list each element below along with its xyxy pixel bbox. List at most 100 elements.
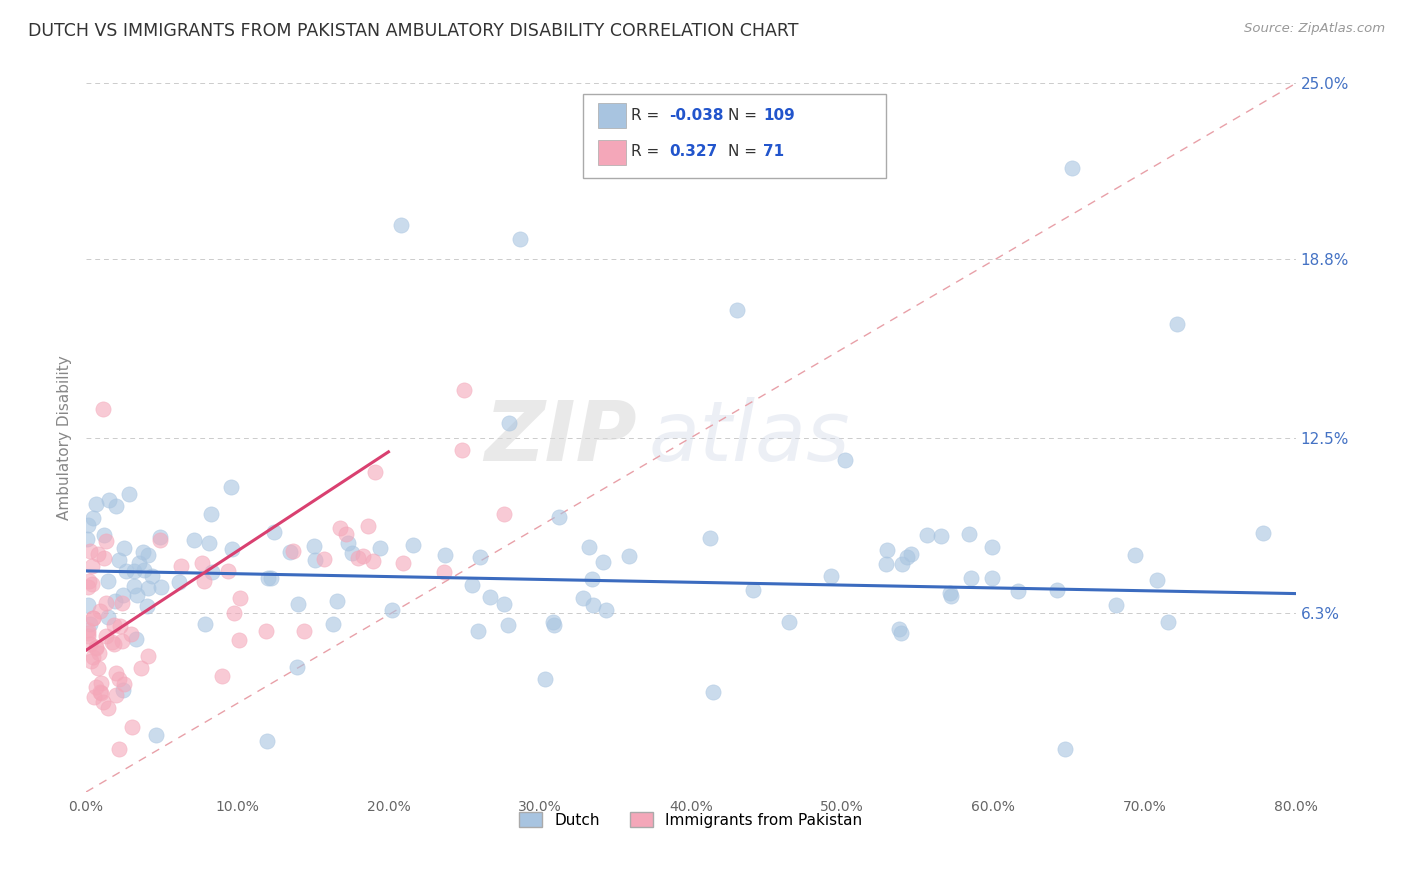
Point <box>111 633 134 648</box>
Point <box>548 510 571 524</box>
Point <box>200 507 222 521</box>
Point <box>1053 742 1076 756</box>
Point <box>890 625 912 640</box>
Point <box>498 417 520 431</box>
Y-axis label: Ambulatory Disability: Ambulatory Disability <box>58 355 72 520</box>
Point <box>960 571 983 585</box>
Point <box>76 629 98 643</box>
Point <box>97 493 120 508</box>
Point <box>699 531 721 545</box>
Point <box>93 550 115 565</box>
Point <box>254 624 277 639</box>
Point <box>1157 615 1180 630</box>
Point <box>402 538 425 552</box>
Point <box>149 530 172 544</box>
Point <box>364 465 387 479</box>
Point <box>875 557 897 571</box>
Text: R =: R = <box>631 145 659 159</box>
Text: N =: N = <box>728 145 758 159</box>
Point <box>89 604 111 618</box>
Point <box>101 635 124 649</box>
Point <box>357 518 380 533</box>
Point <box>929 529 952 543</box>
Point <box>217 564 239 578</box>
Point <box>112 677 135 691</box>
Point <box>138 581 160 595</box>
Point <box>131 661 153 675</box>
Point <box>77 517 100 532</box>
Point <box>312 552 335 566</box>
Point <box>120 626 142 640</box>
Point <box>97 701 120 715</box>
Point <box>89 685 111 699</box>
Point <box>84 497 107 511</box>
Point <box>107 672 129 686</box>
Point <box>198 536 221 550</box>
Point <box>221 542 243 557</box>
Point <box>578 540 600 554</box>
Point <box>304 539 326 553</box>
Point <box>104 594 127 608</box>
Point <box>478 591 501 605</box>
Point <box>453 383 475 397</box>
Point <box>111 596 134 610</box>
Point <box>939 585 962 599</box>
Point <box>93 527 115 541</box>
Point <box>84 640 107 655</box>
Point <box>82 511 104 525</box>
Point <box>125 588 148 602</box>
Point <box>256 734 278 748</box>
Point <box>287 597 309 611</box>
Point <box>981 571 1004 585</box>
Point <box>121 720 143 734</box>
Point <box>136 549 159 563</box>
Point <box>80 577 103 591</box>
Point <box>368 541 391 555</box>
Point <box>392 557 415 571</box>
Point <box>363 554 385 568</box>
Point <box>340 546 363 560</box>
Point <box>260 571 283 585</box>
Point <box>122 578 145 592</box>
Point <box>381 603 404 617</box>
Point <box>76 532 98 546</box>
Point <box>278 545 301 559</box>
Point <box>84 640 107 655</box>
Point <box>900 547 922 561</box>
Point <box>82 649 104 664</box>
Point <box>90 686 112 700</box>
Point <box>981 540 1004 554</box>
Point <box>190 557 212 571</box>
Point <box>876 543 898 558</box>
Text: 109: 109 <box>763 108 796 122</box>
Point <box>389 218 412 232</box>
Point <box>1253 525 1275 540</box>
Point <box>915 528 938 542</box>
Point <box>492 597 515 611</box>
Point <box>82 559 104 574</box>
Point <box>105 688 128 702</box>
Point <box>957 527 980 541</box>
Point <box>1105 598 1128 612</box>
Point <box>433 549 456 563</box>
Point <box>134 563 156 577</box>
Point <box>292 624 315 638</box>
Point <box>149 533 172 548</box>
Point <box>122 564 145 578</box>
Point <box>496 618 519 632</box>
Point <box>79 616 101 631</box>
Point <box>337 536 360 550</box>
Point <box>84 680 107 694</box>
Point <box>83 690 105 705</box>
Point <box>79 544 101 558</box>
Point <box>111 683 134 698</box>
Point <box>108 742 131 756</box>
Point <box>1146 574 1168 588</box>
Text: ZIP: ZIP <box>484 397 637 478</box>
Point <box>136 648 159 663</box>
Point <box>352 549 374 564</box>
Point <box>136 599 159 614</box>
Point <box>468 550 491 565</box>
Point <box>450 443 472 458</box>
Point <box>104 665 127 680</box>
